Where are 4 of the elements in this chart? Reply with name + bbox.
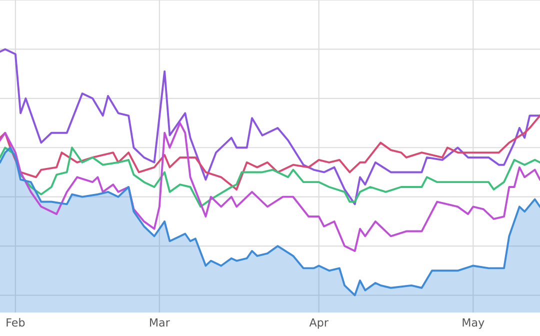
x-tick-label: May (462, 318, 484, 329)
x-tick-label: Feb (6, 318, 25, 327)
x-tick-label: Apr (309, 318, 328, 329)
x-tick-label: Mar (150, 318, 170, 327)
